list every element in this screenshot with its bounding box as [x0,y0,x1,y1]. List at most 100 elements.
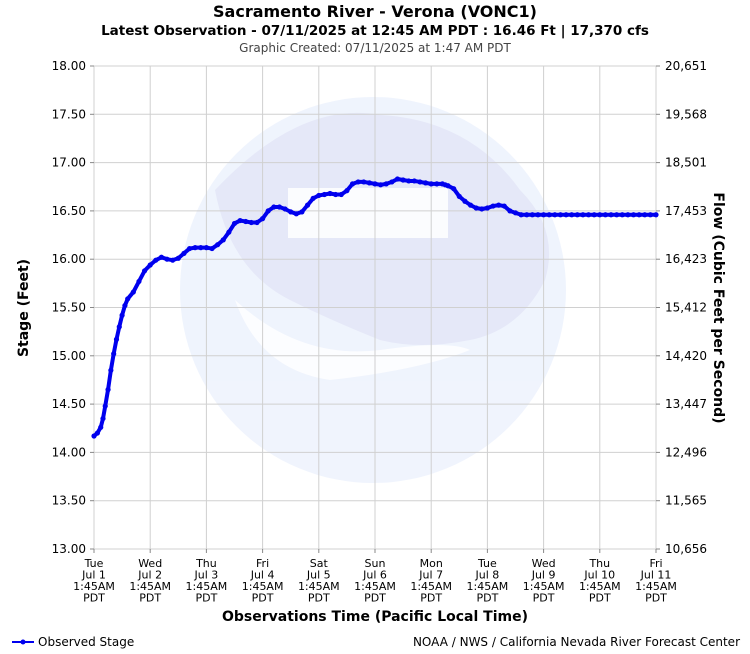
y-tick-label: 16.50 [52,204,86,218]
x-tick-label: Wed Jul 2 1:45AM PDT [129,557,171,605]
data-point [265,208,271,214]
x-tick-label: Thu Jul 3 1:45AM PDT [186,557,228,605]
data-point [288,209,294,215]
data-point [164,256,170,262]
y-tick-label: 14.50 [52,397,86,411]
x-tick-label: Thu Jul 10 1:45AM PDT [579,557,621,605]
data-point [338,191,344,198]
data-point [642,212,648,218]
data-point [327,190,333,197]
data-point [636,212,642,218]
data-point [647,212,653,218]
data-point [372,181,378,187]
y-tick-label: 17.50 [52,107,86,121]
y-axis-right: 10,656 11,565 12,496 13,447 14,420 15,412 16,4… [656,59,707,556]
data-point [147,262,153,268]
y2-tick-label: 10,656 [665,542,707,556]
x-tick-label: Fri Jul 11 1:45AM PDT [635,557,677,605]
data-point [220,237,226,243]
data-point [321,191,328,198]
data-point [591,212,597,218]
data-point [175,255,181,261]
legend-label: Observed Stage [38,635,134,649]
data-point [546,212,552,218]
data-point [282,206,288,212]
data-point [276,204,283,210]
y-tick-label: 16.00 [52,252,86,266]
data-point [153,257,159,263]
data-point [136,278,142,285]
data-point [445,183,451,189]
data-point [451,186,457,192]
data-point [271,204,277,210]
data-point [653,212,659,218]
data-point [181,250,187,257]
data-point [473,205,479,211]
data-point [186,245,193,252]
data-point [209,245,215,252]
data-point [98,424,104,430]
x-tick-label: Fri Jul 4 1:45AM PDT [242,557,284,605]
data-point [108,367,114,373]
y-tick-label: 18.00 [52,59,86,73]
data-point [349,181,356,187]
x-tick-label: Mon Jul 7 1:45AM PDT [410,557,452,605]
data-point [102,403,108,409]
data-point [366,180,372,186]
data-point [113,336,120,342]
y-tick-label: 17.00 [52,156,86,170]
data-point [316,192,322,199]
data-point [100,415,106,422]
data-point [389,179,395,185]
y2-axis-label: Flow (Cubic Feet per Second) [710,192,726,423]
y2-tick-label: 11,565 [665,494,707,508]
data-point [383,181,389,187]
data-point [552,212,558,218]
data-point [507,208,513,214]
data-point [105,387,111,393]
legend-marker [20,639,26,645]
data-point [541,212,547,218]
y2-tick-label: 18,501 [665,156,707,170]
credit: NOAA / NWS / California Nevada River For… [413,635,740,649]
data-point [293,211,299,217]
x-axis: Tue Jul 1 1:45AM PDT Wed Jul 2 1:45AM PDT Thu Jul… [73,549,677,605]
chart-created: Graphic Created: 07/11/2025 at 1:47 AM P… [239,41,511,55]
x-axis-label: Observations Time (Pacific Local Time) [222,609,528,625]
data-point [119,312,125,318]
noaa-logo-watermark [180,97,566,483]
data-point [602,212,609,218]
data-point [333,191,339,198]
data-point [355,179,361,185]
data-point [496,202,502,208]
y-axis-label: Stage (Feet) [16,259,32,357]
y-tick-label: 14.00 [52,445,86,459]
data-point [484,205,490,211]
data-point [524,212,530,218]
data-point [226,229,232,235]
data-point [557,212,564,218]
data-point [254,219,260,226]
data-point [467,202,474,208]
data-point [170,257,176,263]
y2-tick-label: 14,420 [665,349,707,363]
x-tick-label: Wed Jul 9 1:45AM PDT [523,557,565,605]
legend: Observed Stage [12,635,134,649]
data-point [192,245,198,251]
data-point [248,219,254,226]
data-point [428,181,434,187]
data-point [394,176,401,182]
y-tick-label: 13.00 [52,542,86,556]
data-point [512,210,519,216]
data-point [422,180,429,186]
data-point [125,296,131,302]
series-layer [91,176,659,439]
data-point [299,209,305,215]
data-point [406,178,412,184]
y2-tick-label: 19,568 [665,107,707,121]
data-point [630,212,637,218]
y-tick-label: 15.50 [52,301,86,315]
data-point [563,212,569,218]
data-point [456,193,462,200]
